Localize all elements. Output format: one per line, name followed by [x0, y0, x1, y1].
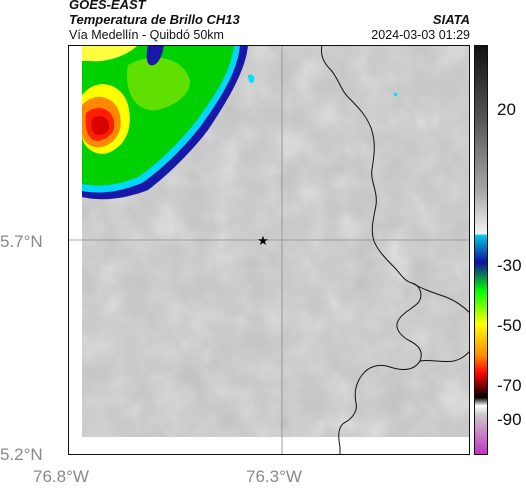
- lon-label-76-8w: 76.8°W: [33, 467, 89, 486]
- map-canvas: ★: [68, 45, 470, 455]
- colorbar-gradient: [474, 45, 488, 455]
- lat-label-5-2n: 5.2°N: [0, 445, 43, 464]
- colorbar-tick-minus-50: -50: [497, 316, 522, 335]
- border-branch-lower: [419, 350, 470, 363]
- colorbar-tick-20: 20: [497, 100, 516, 119]
- colorbar-canvas: [474, 45, 488, 455]
- administrative-border: [321, 45, 422, 455]
- lat-label-5-7n: 5.7°N: [0, 232, 43, 251]
- colorbar-tick-minus-90: -90: [497, 410, 522, 429]
- border-branch: [411, 282, 470, 314]
- colorbar-frame: [474, 45, 488, 455]
- colorbar-tick-minus-30: -30: [497, 256, 522, 275]
- timestamp: 2024-03-03 01:29: [371, 28, 470, 42]
- product-title: Temperatura de Brillo CH13: [69, 12, 240, 27]
- map-subtitle: Vía Medellín - Quibdó 50km: [69, 28, 224, 42]
- organization-label: SIATA: [432, 12, 470, 27]
- temperature-colorbar: [474, 45, 488, 455]
- cold-cloud-region: [82, 45, 398, 200]
- satellite-map: ★: [68, 45, 470, 455]
- satellite-name: GOES-EAST: [69, 0, 146, 12]
- star-icon: ★: [257, 234, 269, 249]
- map-frame: [68, 45, 470, 455]
- lon-label-76-3w: 76.3°W: [246, 467, 302, 486]
- colorbar-tick-minus-70: -70: [497, 376, 522, 395]
